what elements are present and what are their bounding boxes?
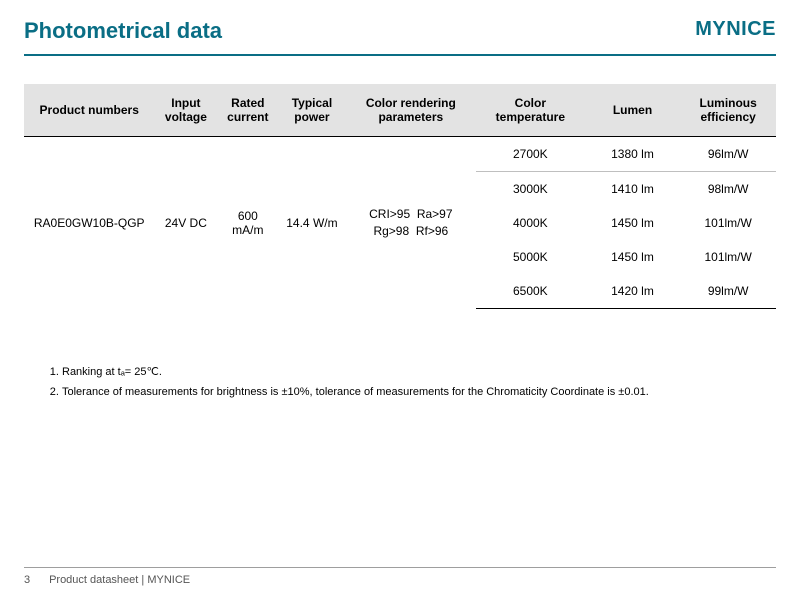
col-input-voltage: Input voltage — [154, 84, 217, 137]
photometrical-table-wrap: Product numbers Input voltage Rated curr… — [24, 84, 776, 309]
header-rule — [24, 54, 776, 56]
page: Photometrical data MYNICE Product number… — [0, 0, 800, 602]
notes: Ranking at tₐ= 25℃. Tolerance of measure… — [24, 365, 776, 398]
cell-typical-power: 14.4 W/m — [278, 137, 345, 309]
footer-page-number: 3 — [24, 574, 46, 586]
col-product-numbers: Product numbers — [24, 84, 154, 137]
cell-product-number: RA0E0GW10B-QGP — [24, 137, 154, 309]
col-color-temperature: Color temperature — [476, 84, 585, 137]
cell-color-temp: 2700K — [476, 137, 585, 172]
footer: 3 Product datasheet | MYNICE — [0, 567, 800, 586]
cell-color-temp: 3000K — [476, 172, 585, 207]
footer-text: 3 Product datasheet | MYNICE — [24, 574, 776, 586]
table-row: RA0E0GW10B-QGP 24V DC 600 mA/m 14.4 W/m … — [24, 137, 776, 172]
footer-rule — [24, 567, 776, 568]
cell-lumen: 1420 lm — [585, 274, 681, 309]
brand-logo: MYNICE — [695, 18, 776, 41]
crp-line-2: Rg>98 Rf>96 — [352, 223, 470, 240]
note-item: Tolerance of measurements for brightness… — [62, 386, 776, 398]
photometrical-table: Product numbers Input voltage Rated curr… — [24, 84, 776, 309]
cell-lumen: 1450 lm — [585, 206, 681, 240]
cell-efficiency: 98lm/W — [680, 172, 776, 207]
cell-rated-current: 600 mA/m — [217, 137, 278, 309]
cell-color-temp: 5000K — [476, 240, 585, 274]
crp-line-1: CRI>95 Ra>97 — [352, 206, 470, 223]
header-row: Photometrical data MYNICE — [24, 18, 776, 44]
col-rated-current: Rated current — [217, 84, 278, 137]
col-luminous-efficiency: Luminous efficiency — [680, 84, 776, 137]
table-head: Product numbers Input voltage Rated curr… — [24, 84, 776, 137]
cell-lumen: 1380 lm — [585, 137, 681, 172]
cell-efficiency: 99lm/W — [680, 274, 776, 309]
cell-color-temp: 6500K — [476, 274, 585, 309]
col-color-rendering: Color rendering parameters — [346, 84, 476, 137]
cell-efficiency: 101lm/W — [680, 206, 776, 240]
cell-lumen: 1410 lm — [585, 172, 681, 207]
footer-label: Product datasheet | MYNICE — [49, 574, 190, 586]
cell-color-rendering: CRI>95 Ra>97 Rg>98 Rf>96 — [346, 137, 476, 309]
cell-lumen: 1450 lm — [585, 240, 681, 274]
table-body: RA0E0GW10B-QGP 24V DC 600 mA/m 14.4 W/m … — [24, 137, 776, 309]
cell-efficiency: 96lm/W — [680, 137, 776, 172]
col-typical-power: Typical power — [278, 84, 345, 137]
cell-input-voltage: 24V DC — [154, 137, 217, 309]
col-lumen: Lumen — [585, 84, 681, 137]
cell-efficiency: 101lm/W — [680, 240, 776, 274]
page-title: Photometrical data — [24, 18, 222, 44]
cell-color-temp: 4000K — [476, 206, 585, 240]
note-item: Ranking at tₐ= 25℃. — [62, 365, 776, 378]
